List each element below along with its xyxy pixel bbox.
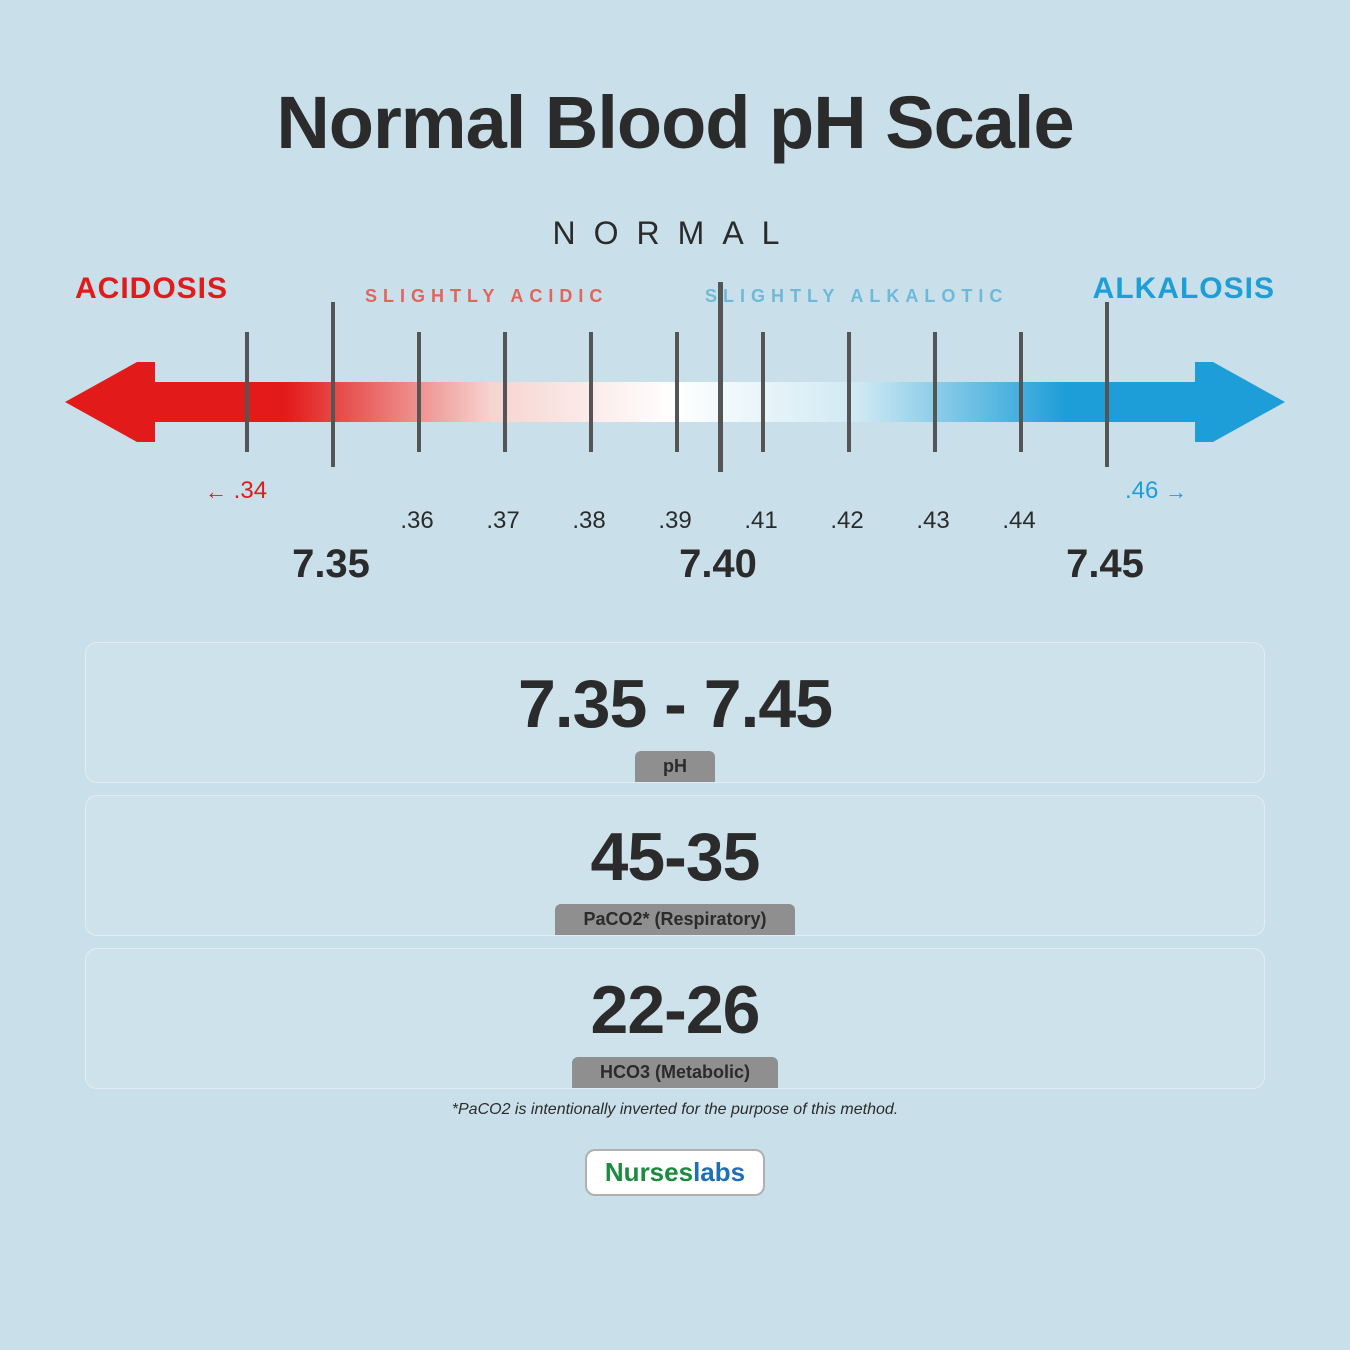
tick-major-label: 7.45 (1066, 542, 1144, 587)
tick-label: .36 (400, 507, 433, 535)
nurseslabs-logo: Nurseslabs (585, 1149, 765, 1196)
page-title: Normal Blood pH Scale (0, 0, 1350, 165)
tick-label: .42 (830, 507, 863, 535)
edge-value-right: .46 → (1125, 477, 1187, 505)
logo-wrap: Nurseslabs (0, 1149, 1350, 1196)
tick-major-label: 7.35 (292, 542, 370, 587)
ph-badge: pH (635, 751, 715, 782)
tick-label: .44 (1002, 507, 1035, 535)
hco3-badge: HCO3 (Metabolic) (572, 1057, 778, 1088)
slightly-acidic-label: SLIGHTLY ACIDIC (365, 286, 608, 307)
value-cards: 7.35 - 7.45 pH 45-35 PaCO2* (Respiratory… (85, 642, 1265, 1089)
gradient-arrow-bar (65, 362, 1285, 442)
ph-value: 7.35 - 7.45 (86, 665, 1264, 743)
acidosis-label: ACIDOSIS (75, 272, 228, 306)
paco2-value: 45-35 (86, 818, 1264, 896)
footnote: *PaCO2 is intentionally inverted for the… (0, 1101, 1350, 1119)
hco3-value: 22-26 (86, 971, 1264, 1049)
edge-value-left: ← .34 (205, 477, 267, 505)
paco2-badge: PaCO2* (Respiratory) (555, 904, 794, 935)
tick-major-label: 7.40 (679, 542, 757, 587)
normal-label: NORMAL (0, 215, 1350, 252)
alkalosis-label: ALKALOSIS (1093, 272, 1275, 306)
tick-label: .38 (572, 507, 605, 535)
tick-label: .43 (916, 507, 949, 535)
paco2-card: 45-35 PaCO2* (Respiratory) (85, 795, 1265, 936)
arrow-right-icon: → (1165, 479, 1187, 505)
tick-label: .39 (658, 507, 691, 535)
arrow-left-icon: ← (205, 479, 227, 505)
ph-card: 7.35 - 7.45 pH (85, 642, 1265, 783)
ph-scale: ACIDOSIS ALKALOSIS SLIGHTLY ACIDIC SLIGH… (65, 272, 1285, 572)
tick-label: .37 (486, 507, 519, 535)
slightly-alkalotic-label: SLIGHTLY ALKALOTIC (705, 286, 1008, 307)
tick-label: .41 (744, 507, 777, 535)
hco3-card: 22-26 HCO3 (Metabolic) (85, 948, 1265, 1089)
